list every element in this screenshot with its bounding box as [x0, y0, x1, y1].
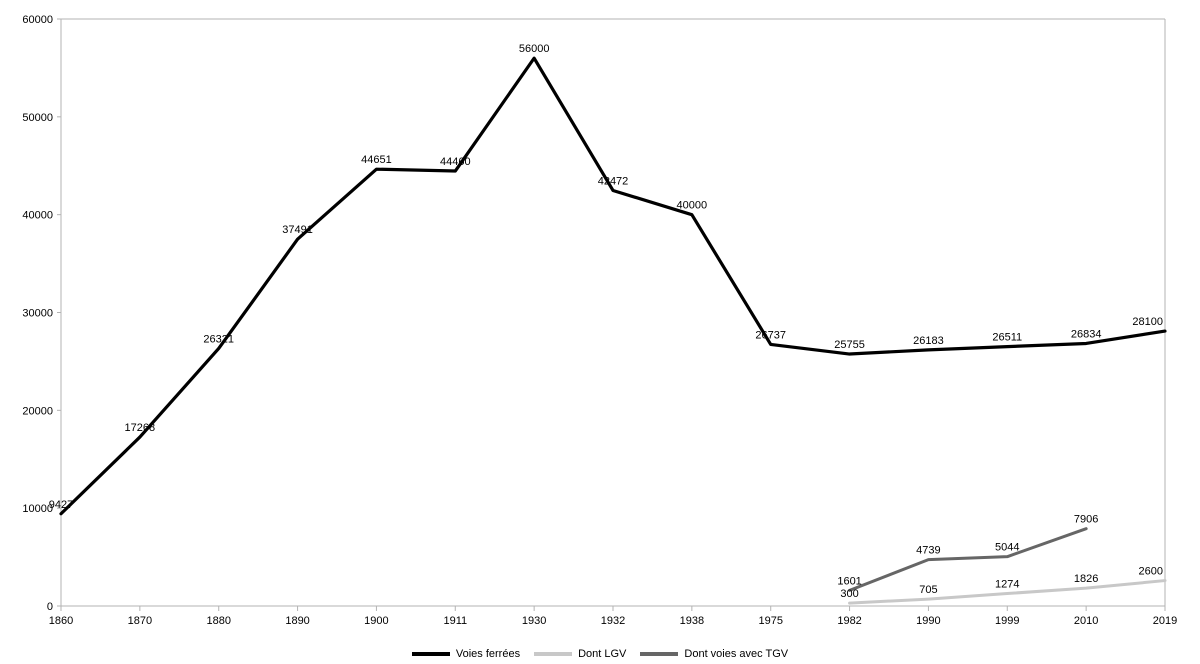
y-tick-label: 0 — [47, 601, 53, 613]
data-label: 17268 — [125, 422, 156, 434]
data-label: 26183 — [913, 335, 944, 347]
x-tick-label: 1860 — [49, 615, 73, 627]
data-label: 5044 — [995, 542, 1019, 554]
legend-label: Dont LGV — [578, 648, 627, 660]
series-line — [59, 56, 1167, 516]
x-tick-label: 1930 — [522, 615, 546, 627]
y-tick-label: 10000 — [22, 503, 53, 515]
y-tick-label: 30000 — [22, 308, 53, 320]
series-line — [848, 579, 1167, 605]
data-label: 1601 — [837, 575, 861, 587]
data-label: 7906 — [1074, 514, 1098, 526]
x-tick-label: 1911 — [443, 615, 467, 627]
y-tick-label: 50000 — [22, 112, 53, 124]
x-tick-label: 1990 — [916, 615, 940, 627]
x-tick-label: 1975 — [758, 615, 782, 627]
x-tick-label: 2019 — [1153, 615, 1177, 627]
legend-swatch — [640, 652, 679, 656]
x-tick-label: 1870 — [128, 615, 152, 627]
line-chart: 0 10000 20000 30000 40000 50000 60000 1860 1870 1… — [22, 14, 1177, 627]
legend-label: Voies ferrées — [455, 648, 521, 660]
data-label: 26511 — [992, 332, 1022, 344]
data-label: 44460 — [440, 156, 471, 168]
x-tick-label: 1938 — [680, 615, 704, 627]
data-label: 44651 — [361, 154, 392, 166]
data-label: 37491 — [282, 224, 313, 236]
x-tick-label: 1932 — [601, 615, 625, 627]
data-label: 42472 — [598, 175, 629, 187]
data-label: 56000 — [519, 43, 550, 55]
data-label: 2600 — [1139, 566, 1163, 578]
data-label: 9427 — [49, 499, 73, 511]
chart-data-labels: 9427 17268 26321 37491 44651 44460 56000 42472 4… — [49, 43, 1163, 600]
data-label: 28100 — [1132, 316, 1163, 328]
legend-swatch — [534, 652, 573, 656]
y-tick-label: 20000 — [22, 405, 53, 417]
chart-legend: Voies ferrées Dont LGV Dont voies avec TGV — [0, 644, 1200, 664]
data-label: 705 — [919, 584, 937, 596]
data-label: 26737 — [755, 329, 786, 341]
data-label: 26834 — [1071, 328, 1102, 340]
data-label: 1826 — [1074, 573, 1098, 585]
legend-item: Dont voies avec TGV — [640, 648, 788, 660]
legend-item: Voies ferrées — [411, 648, 521, 660]
legend-swatch — [411, 652, 450, 656]
y-tick-label: 40000 — [22, 210, 53, 222]
data-label: 1274 — [995, 579, 1019, 591]
legend-item: Dont LGV — [534, 648, 626, 660]
data-label: 300 — [840, 588, 858, 600]
x-tick-label: 1900 — [364, 615, 388, 627]
x-tick-label: 1890 — [285, 615, 309, 627]
chart-axes: 0 10000 20000 30000 40000 50000 60000 1860 1870 1… — [22, 14, 1177, 627]
data-label: 25755 — [834, 339, 865, 351]
x-tick-label: 1982 — [837, 615, 861, 627]
x-tick-label: 1880 — [206, 615, 230, 627]
legend-label: Dont voies avec TGV — [684, 648, 789, 660]
series-line — [848, 527, 1088, 592]
x-tick-label: 2010 — [1074, 615, 1098, 627]
data-label: 4739 — [916, 545, 940, 557]
data-label: 40000 — [677, 200, 708, 212]
data-label: 26321 — [203, 333, 234, 345]
chart-series — [59, 56, 1167, 605]
y-tick-label: 60000 — [22, 14, 53, 26]
x-tick-label: 1999 — [995, 615, 1019, 627]
